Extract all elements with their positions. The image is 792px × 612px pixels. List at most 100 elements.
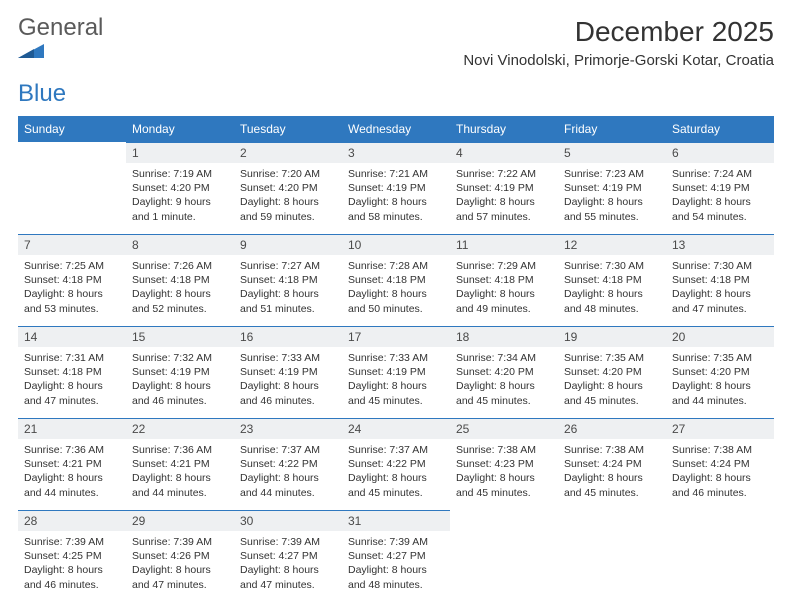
- location-text: Novi Vinodolski, Primorje-Gorski Kotar, …: [463, 52, 774, 69]
- calendar-cell: [558, 510, 666, 602]
- day-info: Sunrise: 7:32 AMSunset: 4:19 PMDaylight:…: [126, 347, 234, 414]
- day-info: Sunrise: 7:39 AMSunset: 4:27 PMDaylight:…: [342, 531, 450, 598]
- day-number: 30: [234, 510, 342, 531]
- day-number: 31: [342, 510, 450, 531]
- calendar-cell: 15Sunrise: 7:32 AMSunset: 4:19 PMDayligh…: [126, 326, 234, 418]
- calendar-cell: 8Sunrise: 7:26 AMSunset: 4:18 PMDaylight…: [126, 234, 234, 326]
- calendar-cell: 27Sunrise: 7:38 AMSunset: 4:24 PMDayligh…: [666, 418, 774, 510]
- calendar-cell: 4Sunrise: 7:22 AMSunset: 4:19 PMDaylight…: [450, 142, 558, 234]
- day-number: 7: [18, 234, 126, 255]
- day-info: Sunrise: 7:28 AMSunset: 4:18 PMDaylight:…: [342, 255, 450, 322]
- day-header: Saturday: [666, 116, 774, 142]
- day-info: Sunrise: 7:19 AMSunset: 4:20 PMDaylight:…: [126, 163, 234, 230]
- calendar-cell: 29Sunrise: 7:39 AMSunset: 4:26 PMDayligh…: [126, 510, 234, 602]
- day-number: 10: [342, 234, 450, 255]
- logo-mark-icon: [18, 40, 103, 58]
- day-number: 23: [234, 418, 342, 439]
- day-number: 24: [342, 418, 450, 439]
- day-number: 12: [558, 234, 666, 255]
- calendar-cell: 2Sunrise: 7:20 AMSunset: 4:20 PMDaylight…: [234, 142, 342, 234]
- day-info: Sunrise: 7:24 AMSunset: 4:19 PMDaylight:…: [666, 163, 774, 230]
- day-info: Sunrise: 7:27 AMSunset: 4:18 PMDaylight:…: [234, 255, 342, 322]
- page-title: December 2025: [463, 16, 774, 48]
- day-header: Wednesday: [342, 116, 450, 142]
- calendar-cell: 28Sunrise: 7:39 AMSunset: 4:25 PMDayligh…: [18, 510, 126, 602]
- calendar-cell: 23Sunrise: 7:37 AMSunset: 4:22 PMDayligh…: [234, 418, 342, 510]
- day-number: 11: [450, 234, 558, 255]
- logo: General Blue: [18, 16, 103, 106]
- day-header: Monday: [126, 116, 234, 142]
- day-number: 16: [234, 326, 342, 347]
- day-info: Sunrise: 7:39 AMSunset: 4:27 PMDaylight:…: [234, 531, 342, 598]
- calendar-cell: 18Sunrise: 7:34 AMSunset: 4:20 PMDayligh…: [450, 326, 558, 418]
- day-info: Sunrise: 7:37 AMSunset: 4:22 PMDaylight:…: [342, 439, 450, 506]
- header: General Blue December 2025 Novi Vinodols…: [18, 16, 774, 106]
- day-info: Sunrise: 7:23 AMSunset: 4:19 PMDaylight:…: [558, 163, 666, 230]
- day-header: Tuesday: [234, 116, 342, 142]
- day-number: 1: [126, 142, 234, 163]
- calendar-table: SundayMondayTuesdayWednesdayThursdayFrid…: [18, 116, 774, 602]
- day-info: Sunrise: 7:39 AMSunset: 4:25 PMDaylight:…: [18, 531, 126, 598]
- day-number: 20: [666, 326, 774, 347]
- calendar-cell: 26Sunrise: 7:38 AMSunset: 4:24 PMDayligh…: [558, 418, 666, 510]
- calendar-cell: [666, 510, 774, 602]
- day-info: Sunrise: 7:33 AMSunset: 4:19 PMDaylight:…: [234, 347, 342, 414]
- day-header: Sunday: [18, 116, 126, 142]
- day-number: 6: [666, 142, 774, 163]
- day-info: Sunrise: 7:22 AMSunset: 4:19 PMDaylight:…: [450, 163, 558, 230]
- calendar-cell: 3Sunrise: 7:21 AMSunset: 4:19 PMDaylight…: [342, 142, 450, 234]
- day-info: Sunrise: 7:38 AMSunset: 4:24 PMDaylight:…: [666, 439, 774, 506]
- day-number: 27: [666, 418, 774, 439]
- calendar-cell: 10Sunrise: 7:28 AMSunset: 4:18 PMDayligh…: [342, 234, 450, 326]
- day-info: Sunrise: 7:21 AMSunset: 4:19 PMDaylight:…: [342, 163, 450, 230]
- day-number: 26: [558, 418, 666, 439]
- day-number: 28: [18, 510, 126, 531]
- calendar-cell: 19Sunrise: 7:35 AMSunset: 4:20 PMDayligh…: [558, 326, 666, 418]
- day-info: Sunrise: 7:36 AMSunset: 4:21 PMDaylight:…: [18, 439, 126, 506]
- day-number: 5: [558, 142, 666, 163]
- day-info: Sunrise: 7:30 AMSunset: 4:18 PMDaylight:…: [666, 255, 774, 322]
- day-info: Sunrise: 7:25 AMSunset: 4:18 PMDaylight:…: [18, 255, 126, 322]
- calendar-cell: 9Sunrise: 7:27 AMSunset: 4:18 PMDaylight…: [234, 234, 342, 326]
- day-number: 15: [126, 326, 234, 347]
- day-number: 22: [126, 418, 234, 439]
- day-number: 19: [558, 326, 666, 347]
- day-info: Sunrise: 7:37 AMSunset: 4:22 PMDaylight:…: [234, 439, 342, 506]
- calendar-cell: 12Sunrise: 7:30 AMSunset: 4:18 PMDayligh…: [558, 234, 666, 326]
- day-info: Sunrise: 7:39 AMSunset: 4:26 PMDaylight:…: [126, 531, 234, 598]
- day-number: 13: [666, 234, 774, 255]
- calendar-cell: 11Sunrise: 7:29 AMSunset: 4:18 PMDayligh…: [450, 234, 558, 326]
- titles: December 2025 Novi Vinodolski, Primorje-…: [463, 16, 774, 69]
- day-info: Sunrise: 7:38 AMSunset: 4:23 PMDaylight:…: [450, 439, 558, 506]
- day-number: 18: [450, 326, 558, 347]
- day-number: 25: [450, 418, 558, 439]
- calendar-cell: 21Sunrise: 7:36 AMSunset: 4:21 PMDayligh…: [18, 418, 126, 510]
- day-number: 21: [18, 418, 126, 439]
- day-info: Sunrise: 7:33 AMSunset: 4:19 PMDaylight:…: [342, 347, 450, 414]
- day-info: Sunrise: 7:30 AMSunset: 4:18 PMDaylight:…: [558, 255, 666, 322]
- calendar-cell: 30Sunrise: 7:39 AMSunset: 4:27 PMDayligh…: [234, 510, 342, 602]
- day-header: Friday: [558, 116, 666, 142]
- calendar-cell: 13Sunrise: 7:30 AMSunset: 4:18 PMDayligh…: [666, 234, 774, 326]
- day-number: 3: [342, 142, 450, 163]
- day-info: Sunrise: 7:20 AMSunset: 4:20 PMDaylight:…: [234, 163, 342, 230]
- logo-text: General Blue: [18, 16, 103, 106]
- day-header: Thursday: [450, 116, 558, 142]
- day-info: Sunrise: 7:35 AMSunset: 4:20 PMDaylight:…: [666, 347, 774, 414]
- calendar-cell: 25Sunrise: 7:38 AMSunset: 4:23 PMDayligh…: [450, 418, 558, 510]
- calendar-cell: [18, 142, 126, 234]
- day-number: 14: [18, 326, 126, 347]
- calendar-cell: 16Sunrise: 7:33 AMSunset: 4:19 PMDayligh…: [234, 326, 342, 418]
- day-number: 9: [234, 234, 342, 255]
- day-number: 4: [450, 142, 558, 163]
- logo-word-blue: Blue: [18, 80, 66, 107]
- day-number: 2: [234, 142, 342, 163]
- day-info: Sunrise: 7:31 AMSunset: 4:18 PMDaylight:…: [18, 347, 126, 414]
- day-number: 29: [126, 510, 234, 531]
- calendar-cell: 5Sunrise: 7:23 AMSunset: 4:19 PMDaylight…: [558, 142, 666, 234]
- day-number: 17: [342, 326, 450, 347]
- calendar-cell: 14Sunrise: 7:31 AMSunset: 4:18 PMDayligh…: [18, 326, 126, 418]
- calendar-cell: 20Sunrise: 7:35 AMSunset: 4:20 PMDayligh…: [666, 326, 774, 418]
- logo-word-general: General: [18, 14, 103, 41]
- calendar-cell: [450, 510, 558, 602]
